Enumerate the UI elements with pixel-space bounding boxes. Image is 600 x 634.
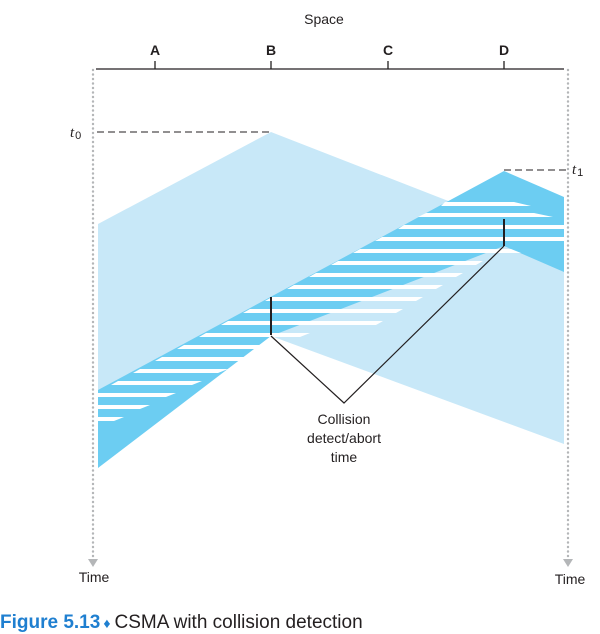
collision-annotation-line-1: Collision	[318, 411, 371, 427]
time-label-left: Time	[79, 569, 110, 585]
figure-caption: Figure 5.13 ♦ CSMA with collision detectio…	[0, 612, 363, 634]
t1-label: t1	[572, 162, 583, 179]
time-axis-left-arrow	[88, 559, 98, 567]
csma-cd-diagram: Space A B C D Time Time t0 t1 Collision …	[70, 11, 586, 587]
collision-annotation-line-2: detect/abort	[307, 430, 381, 446]
node-label-d: D	[499, 42, 509, 58]
figure-caption-text: CSMA with collision detection	[114, 612, 363, 633]
node-label-a: A	[150, 42, 160, 58]
node-d-transmission	[98, 171, 564, 468]
node-label-b: B	[266, 42, 276, 58]
caption-diamond-icon: ♦	[103, 615, 111, 631]
collision-annotation-line-3: time	[331, 449, 358, 465]
time-label-right: Time	[555, 571, 586, 587]
t0-label: t0	[70, 125, 81, 142]
time-axis-right-arrow	[563, 559, 573, 567]
node-label-c: C	[383, 42, 393, 58]
figure-number: Figure 5.13	[0, 612, 101, 633]
overlap-hatch	[98, 202, 564, 421]
annotation-pointer	[270, 245, 505, 404]
space-axis-title: Space	[304, 11, 344, 27]
